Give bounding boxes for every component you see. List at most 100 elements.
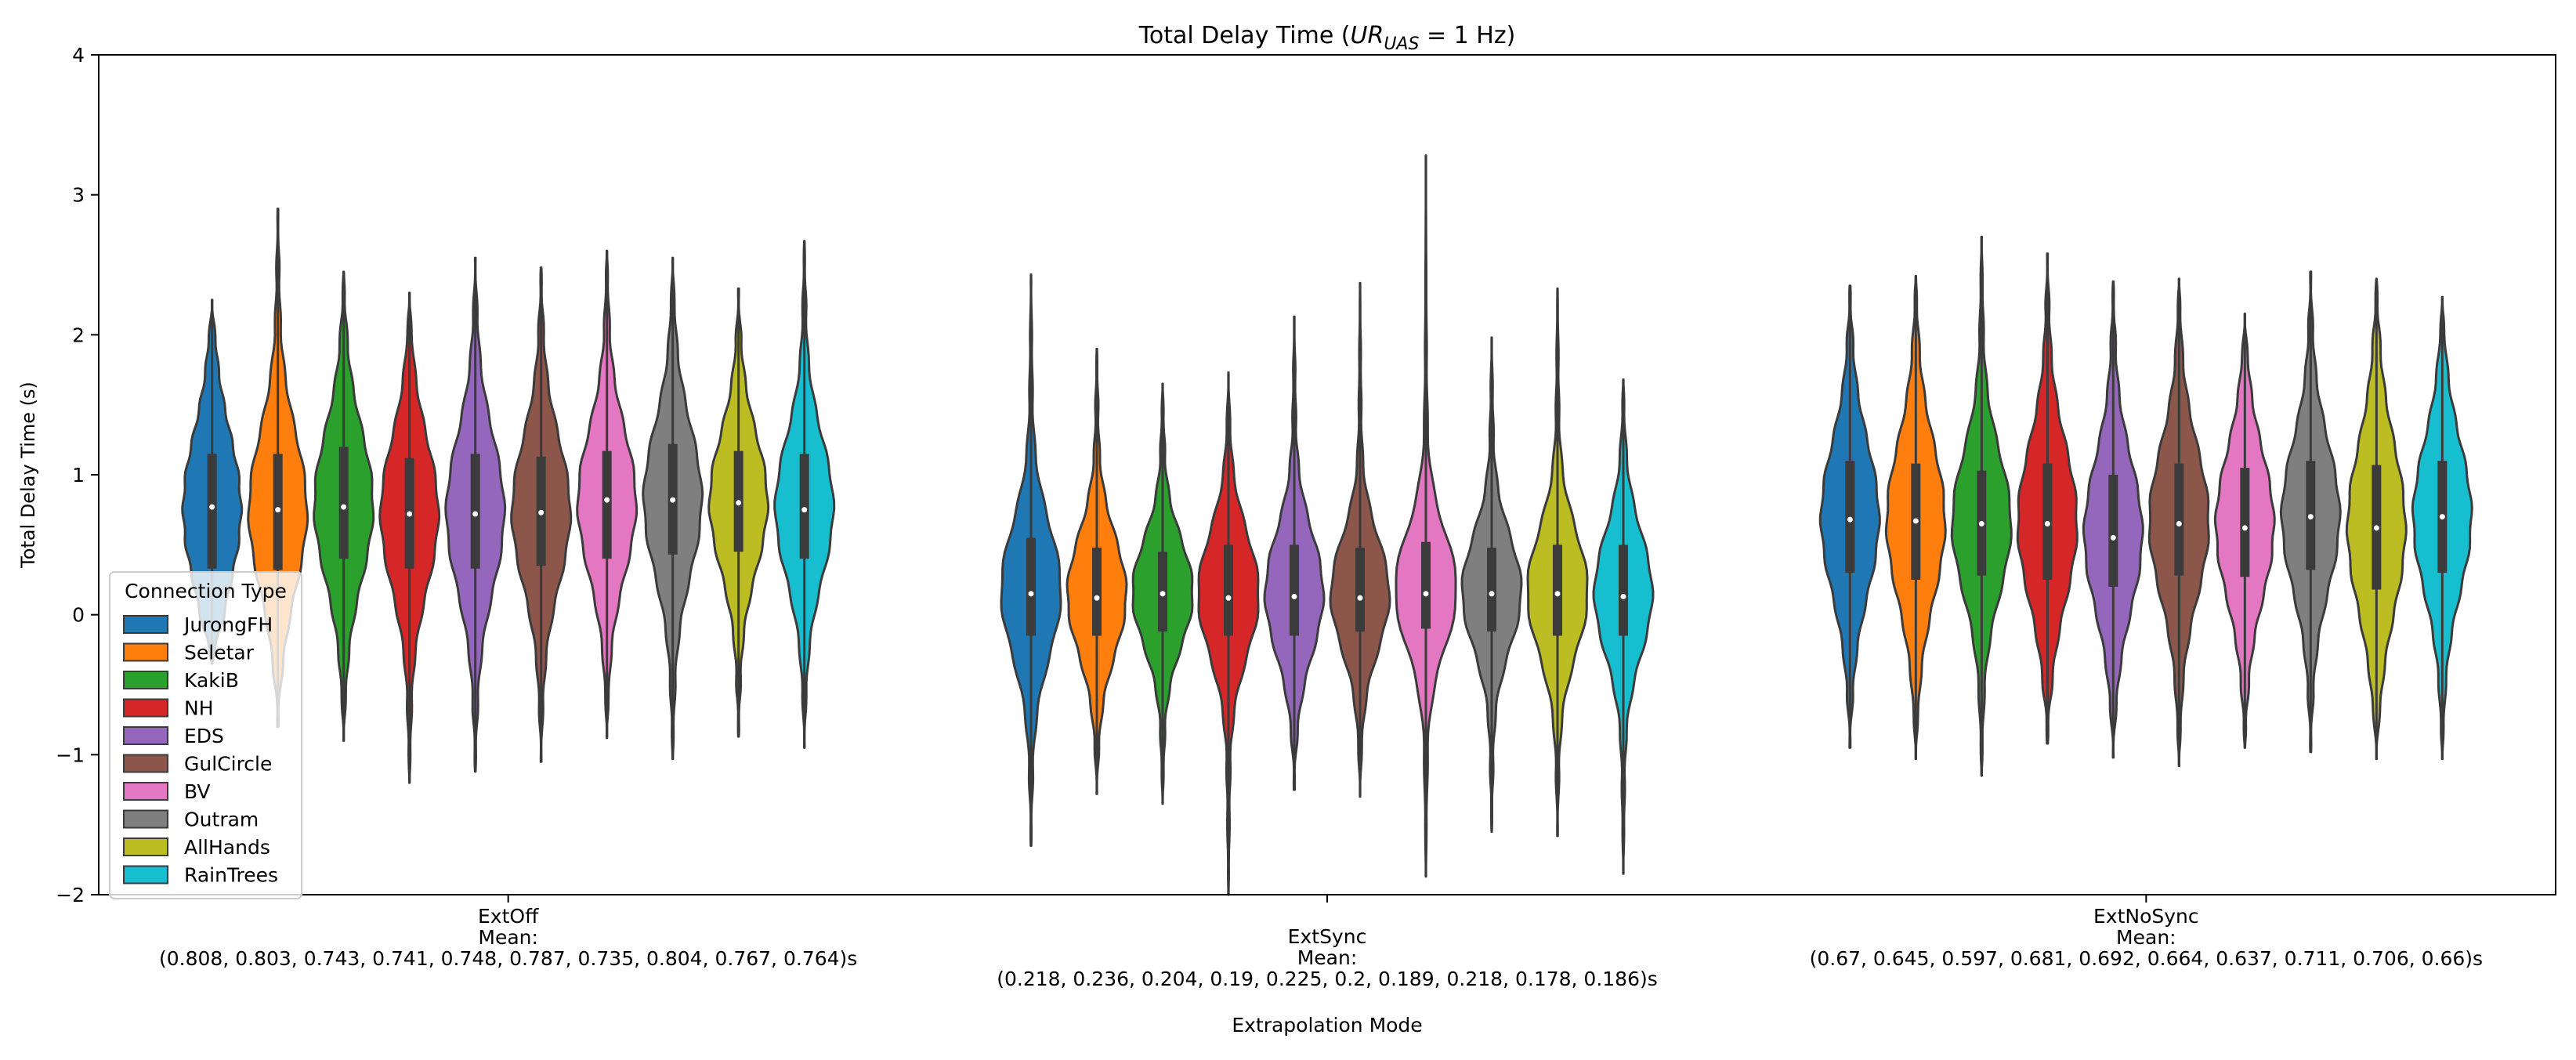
violin-iqr-box [1553, 544, 1562, 636]
violin-seletar-extsync [1065, 347, 1128, 795]
violin-eds-extnosync [2082, 280, 2144, 759]
legend-swatch [123, 671, 168, 689]
violin-iqr-box [1355, 547, 1365, 632]
x-axis-label: Extrapolation Mode [1232, 1014, 1422, 1036]
violin-iqr-box [2240, 468, 2250, 577]
violin-iqr-box [470, 454, 480, 569]
violin-raintrees-extsync [1592, 378, 1655, 875]
y-tick-label: 0 [72, 604, 85, 627]
x-tick-label: ExtNoSync [2093, 905, 2199, 928]
x-tick-mean-label: Mean: [478, 926, 538, 949]
title-math: UR [1351, 22, 1384, 49]
violin-iqr-box [1026, 537, 1036, 636]
legend-entry-label: Outram [184, 809, 259, 831]
legend-swatch [123, 615, 168, 634]
violin-raintrees-extnosync [2411, 295, 2473, 761]
violin-median-dot [538, 509, 545, 516]
legend-swatch [123, 838, 168, 856]
violin-median-dot [736, 500, 742, 506]
violin-median-dot [407, 511, 413, 517]
violin-iqr-box [2108, 475, 2118, 587]
violin-seletar-extnosync [1884, 274, 1947, 761]
y-axis-label: Total Delay Time (s) [17, 382, 39, 569]
violin-iqr-box [1487, 547, 1496, 632]
violin-median-dot [2044, 521, 2050, 527]
violin-allhands-extnosync [2345, 277, 2408, 761]
violin-iqr-box [602, 450, 612, 559]
violin-iqr-box [338, 447, 349, 559]
violin-outram-extoff [642, 256, 704, 761]
violin-median-dot [1554, 591, 1561, 597]
chart-title: Total Delay Time (URUAS = 1 Hz) [1138, 22, 1516, 54]
violin-allhands-extoff [707, 287, 770, 738]
legend-swatch [123, 865, 168, 885]
violin-iqr-box [2174, 463, 2184, 576]
legend-entry-label: RainTrees [184, 864, 278, 887]
violin-eds-extsync [1263, 315, 1326, 791]
y-tick-label: 4 [72, 44, 85, 67]
violin-median-dot [341, 504, 347, 510]
x-tick-mean-values: (0.67, 0.645, 0.597, 0.681, 0.692, 0.664… [1810, 947, 2483, 970]
x-tick-label: ExtSync [1288, 925, 1367, 948]
violin-kakib-extnosync [1950, 235, 2013, 777]
violin-kakib-extsync [1131, 382, 1194, 805]
violin-bv-extnosync [2213, 313, 2276, 749]
violin-bv-extsync [1395, 154, 1457, 878]
violin-median-dot [2307, 514, 2314, 520]
legend-entry-label: Seletar [184, 642, 255, 664]
violin-median-dot [2110, 534, 2116, 541]
legend-entry-label: BV [184, 780, 210, 803]
violin-median-dot [1912, 518, 1919, 524]
violin-nh-extoff [378, 291, 441, 784]
violin-outram-extnosync [2279, 270, 2342, 754]
violin-raintrees-extoff [773, 240, 836, 749]
title-tail: = 1 Hz) [1419, 22, 1515, 49]
violin-iqr-box [1619, 544, 1628, 636]
violin-median-dot [801, 507, 808, 513]
violin-jurongfh-extnosync [1818, 284, 1881, 749]
violins-layer [181, 154, 2473, 896]
violin-median-dot [1160, 591, 1166, 597]
violin-median-dot [2439, 514, 2445, 520]
violin-median-dot [2176, 521, 2182, 527]
violin-median-dot [1620, 593, 1626, 599]
violin-nh-extnosync [2016, 252, 2079, 745]
legend-entry-label: EDS [184, 725, 224, 747]
legend: Connection Type JurongFH Seletar KakiB NH EDS… [109, 571, 302, 899]
violin-iqr-box [1224, 544, 1233, 636]
violin-bv-extoff [576, 249, 639, 740]
violin-median-dot [275, 507, 281, 513]
title-subscript: UAS [1384, 34, 1419, 54]
legend-swatch [123, 642, 168, 662]
violin-iqr-box [207, 454, 217, 569]
violin-gulcircle-extnosync [2147, 277, 2210, 768]
legend-title: Connection Type [125, 580, 287, 602]
legend-swatch [123, 809, 168, 829]
violin-median-dot [1094, 595, 1100, 601]
violin-median-dot [472, 511, 479, 517]
legend-swatch [123, 754, 168, 773]
legend-entry-label: KakiB [184, 669, 239, 692]
violin-median-dot [1847, 516, 1853, 523]
violin-median-dot [1423, 591, 1429, 597]
violin-nh-extsync [1197, 371, 1260, 896]
legend-swatch [123, 782, 168, 801]
x-tick-mean-label: Mean: [2116, 926, 2176, 949]
y-tick-label: 2 [72, 324, 85, 346]
violin-median-dot [2241, 525, 2248, 531]
violin-median-dot [1291, 593, 1297, 599]
violin-median-dot [1978, 521, 1984, 527]
legend-entry-label: AllHands [184, 836, 270, 859]
violin-kakib-extoff [313, 270, 375, 742]
violin-gulcircle-extoff [510, 266, 573, 763]
legend-swatch [123, 698, 168, 718]
violin-median-dot [2373, 525, 2379, 531]
x-tick-mean-values: (0.218, 0.236, 0.204, 0.19, 0.225, 0.2, … [997, 968, 1658, 990]
violin-gulcircle-extsync [1329, 281, 1391, 798]
violin-median-dot [1028, 591, 1034, 597]
violin-iqr-box [1290, 544, 1299, 636]
violin-iqr-box [1421, 541, 1431, 629]
